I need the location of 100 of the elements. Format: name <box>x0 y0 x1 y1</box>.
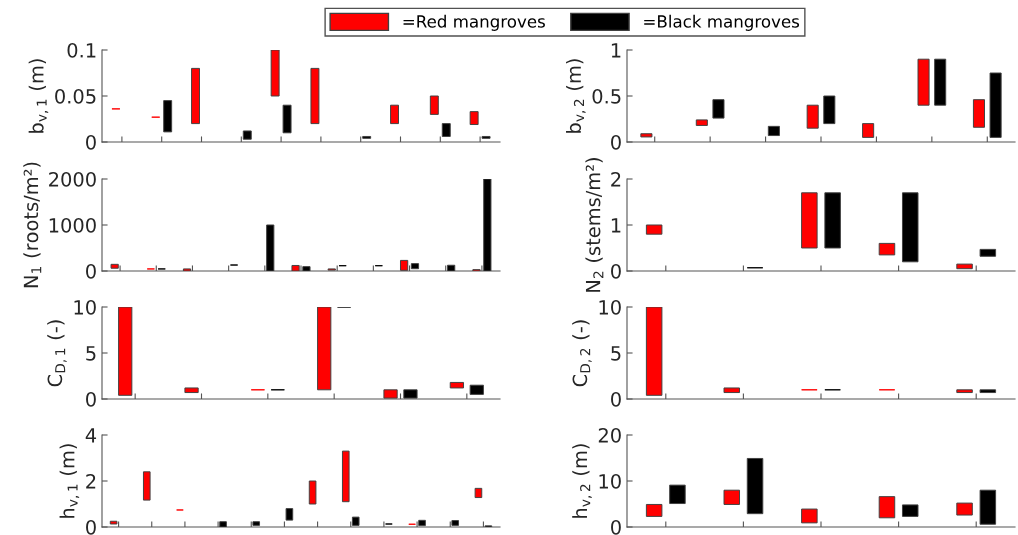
y-tick-label: 4 <box>85 428 97 443</box>
bar <box>979 489 997 525</box>
y-tick-label: 0 <box>611 391 621 407</box>
bar <box>317 307 332 391</box>
y-tick-label: 0.1 <box>67 42 96 58</box>
y-tick-label: 0.05 <box>55 88 96 104</box>
bar <box>878 496 896 519</box>
bar <box>695 119 708 126</box>
bar <box>310 67 320 125</box>
y-tick-label: 0 <box>611 263 621 279</box>
y-tick-label: 1 <box>611 218 621 233</box>
y-tick-label: 0 <box>86 519 96 535</box>
bar <box>956 389 973 394</box>
bar <box>645 224 663 235</box>
bar <box>878 242 896 256</box>
y-axis-title: b$_{v,1}$ (m) <box>28 59 49 133</box>
bar <box>956 263 973 270</box>
bar <box>823 95 836 125</box>
bar <box>351 516 360 526</box>
y-tick-label: 20 <box>598 427 621 443</box>
bar <box>645 307 663 396</box>
bar <box>640 133 653 138</box>
bar <box>418 519 426 527</box>
bar <box>282 104 292 134</box>
bar <box>449 381 465 389</box>
bar <box>163 100 173 133</box>
bar <box>934 58 947 106</box>
y-axis-title: N$_{1}$ (roots/m²) <box>23 162 42 288</box>
y-axis-title: h$_{v,2}$ (m) <box>572 444 592 518</box>
bar <box>723 387 741 394</box>
y-tick-label: 0 <box>86 134 96 150</box>
bar <box>302 266 311 271</box>
bar <box>142 471 151 501</box>
y-tick-label: 1000 <box>49 217 96 233</box>
bar <box>767 125 780 137</box>
bar <box>400 259 409 271</box>
bar <box>429 95 439 115</box>
bar <box>723 489 741 505</box>
bar <box>252 521 261 526</box>
bar <box>266 224 275 271</box>
bar <box>341 450 350 503</box>
bar <box>979 389 997 394</box>
bar <box>270 50 280 97</box>
bar <box>469 111 479 126</box>
bar <box>291 264 300 271</box>
y-tick-label: 10 <box>74 299 96 315</box>
y-tick-label: 10 <box>599 299 621 315</box>
y-tick-label: 0 <box>611 519 621 535</box>
bar <box>862 123 875 138</box>
bar <box>917 58 930 106</box>
y-axis-title: C$_{D,2}$ (-) <box>572 320 592 387</box>
bar <box>901 504 919 517</box>
bar <box>184 387 199 394</box>
y-axis-title: N$_{2}$ (stems/m²) <box>585 158 604 292</box>
y-tick-label: 0 <box>86 263 96 279</box>
bar <box>403 389 418 399</box>
legend-label: =Black mangroves <box>644 14 800 31</box>
bar <box>746 457 764 515</box>
bar <box>451 520 460 526</box>
bar <box>956 502 973 516</box>
bar <box>441 123 451 137</box>
bar <box>801 192 818 249</box>
bar <box>824 192 841 249</box>
y-tick-label: 5 <box>86 346 96 361</box>
y-tick-label: 10 <box>599 473 621 489</box>
bar <box>801 508 818 524</box>
y-axis-title: b$_{v,2}$ (m) <box>566 59 586 133</box>
bar <box>806 104 819 129</box>
bar <box>989 72 1002 138</box>
bar <box>469 384 484 395</box>
bar <box>669 484 686 505</box>
y-tick-label: 0 <box>86 391 96 407</box>
bar <box>383 389 398 399</box>
y-axis-title: C$_{D,1}$ (-) <box>47 320 67 387</box>
bar <box>901 192 919 263</box>
bar <box>483 179 492 271</box>
bar <box>390 104 399 125</box>
y-tick-label: 2 <box>611 171 621 187</box>
y-tick-label: 5 <box>611 346 621 361</box>
bar <box>110 263 119 269</box>
bar <box>191 67 200 125</box>
bar <box>447 264 456 271</box>
bar <box>979 248 997 257</box>
y-tick-label: 2 <box>86 473 96 489</box>
bar <box>118 307 133 396</box>
bar <box>712 99 725 119</box>
bar <box>219 521 227 527</box>
bar <box>182 268 192 271</box>
bar <box>474 487 483 499</box>
y-tick-label: 0.5 <box>592 88 621 104</box>
y-axis-title: h$_{v,1}$ (m) <box>59 444 80 518</box>
legend-label: =Red mangroves <box>403 14 545 31</box>
y-tick-label: 2000 <box>49 171 96 187</box>
bar <box>972 99 985 128</box>
bar <box>285 508 294 521</box>
y-tick-label: 0 <box>611 134 621 150</box>
bar <box>109 520 118 525</box>
bar <box>242 130 252 140</box>
bar <box>308 480 317 505</box>
y-tick-label: 1 <box>611 43 621 58</box>
